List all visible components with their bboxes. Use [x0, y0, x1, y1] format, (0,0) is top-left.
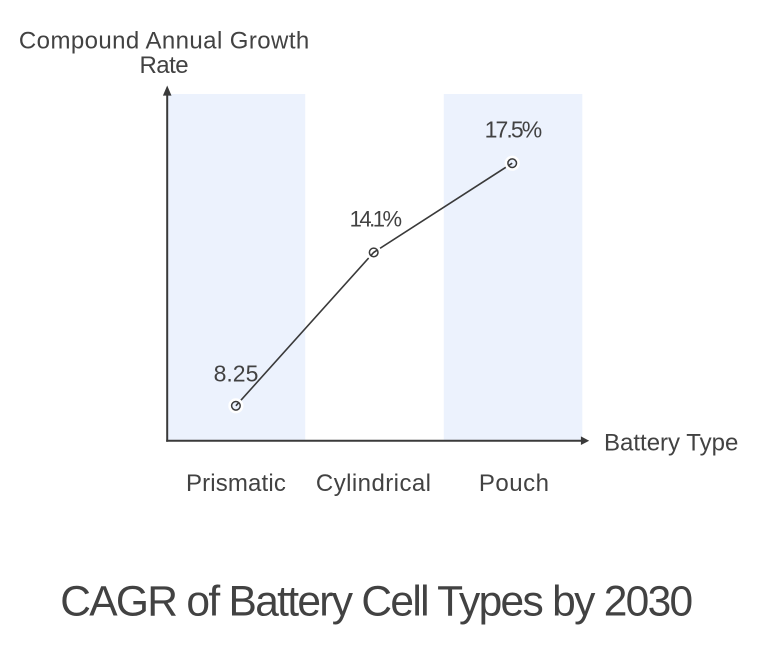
svg-text:Battery Type: Battery Type: [604, 430, 738, 457]
svg-text:8.25: 8.25: [214, 361, 259, 387]
svg-text:14.1%: 14.1%: [350, 207, 402, 232]
svg-text:CAGR of Battery Cell Types by: CAGR of Battery Cell Types by 2030: [60, 579, 691, 626]
svg-text:Rate: Rate: [139, 52, 188, 79]
svg-text:Cylindrical: Cylindrical: [316, 470, 432, 497]
svg-text:Pouch: Pouch: [479, 470, 550, 497]
svg-text:Compound Annual Growth: Compound Annual Growth: [19, 28, 310, 55]
svg-text:17.5%: 17.5%: [485, 116, 542, 142]
svg-text:Prismatic: Prismatic: [186, 470, 286, 497]
